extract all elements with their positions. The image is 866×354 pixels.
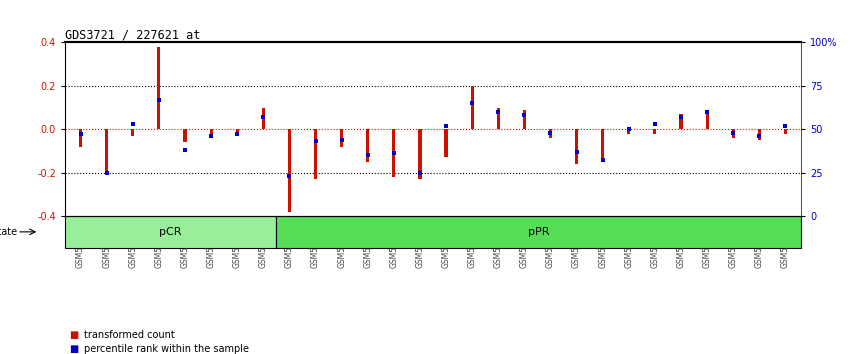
Bar xyxy=(262,108,265,129)
Text: disease state: disease state xyxy=(0,227,17,237)
Text: pPR: pPR xyxy=(528,227,549,237)
Bar xyxy=(210,129,213,136)
Bar xyxy=(732,129,734,138)
Bar xyxy=(444,129,448,158)
Bar xyxy=(575,129,578,164)
Bar xyxy=(366,129,369,162)
Bar xyxy=(158,47,160,129)
Bar xyxy=(340,129,343,147)
Text: ■: ■ xyxy=(69,344,79,354)
Bar xyxy=(549,129,552,138)
Bar xyxy=(288,129,291,212)
Bar xyxy=(236,129,239,133)
Bar xyxy=(758,129,761,140)
Bar xyxy=(105,129,108,175)
Text: transformed count: transformed count xyxy=(84,330,175,339)
Bar xyxy=(706,110,708,129)
Bar xyxy=(392,129,396,177)
Text: ■: ■ xyxy=(69,330,79,339)
Text: pCR: pCR xyxy=(159,227,182,237)
Text: GDS3721 / 227621_at: GDS3721 / 227621_at xyxy=(65,28,200,41)
Bar xyxy=(627,129,630,133)
Bar xyxy=(680,114,682,129)
Bar xyxy=(523,110,526,129)
Bar xyxy=(497,108,500,129)
Bar xyxy=(79,129,82,147)
Bar xyxy=(184,129,186,142)
Bar xyxy=(601,129,604,162)
Text: percentile rank within the sample: percentile rank within the sample xyxy=(84,344,249,354)
Bar xyxy=(418,129,422,179)
Bar xyxy=(784,129,787,133)
Bar xyxy=(470,86,474,129)
Bar xyxy=(65,216,276,248)
Bar xyxy=(653,129,656,133)
Bar xyxy=(132,129,134,136)
Bar xyxy=(314,129,317,179)
Bar xyxy=(276,216,801,248)
